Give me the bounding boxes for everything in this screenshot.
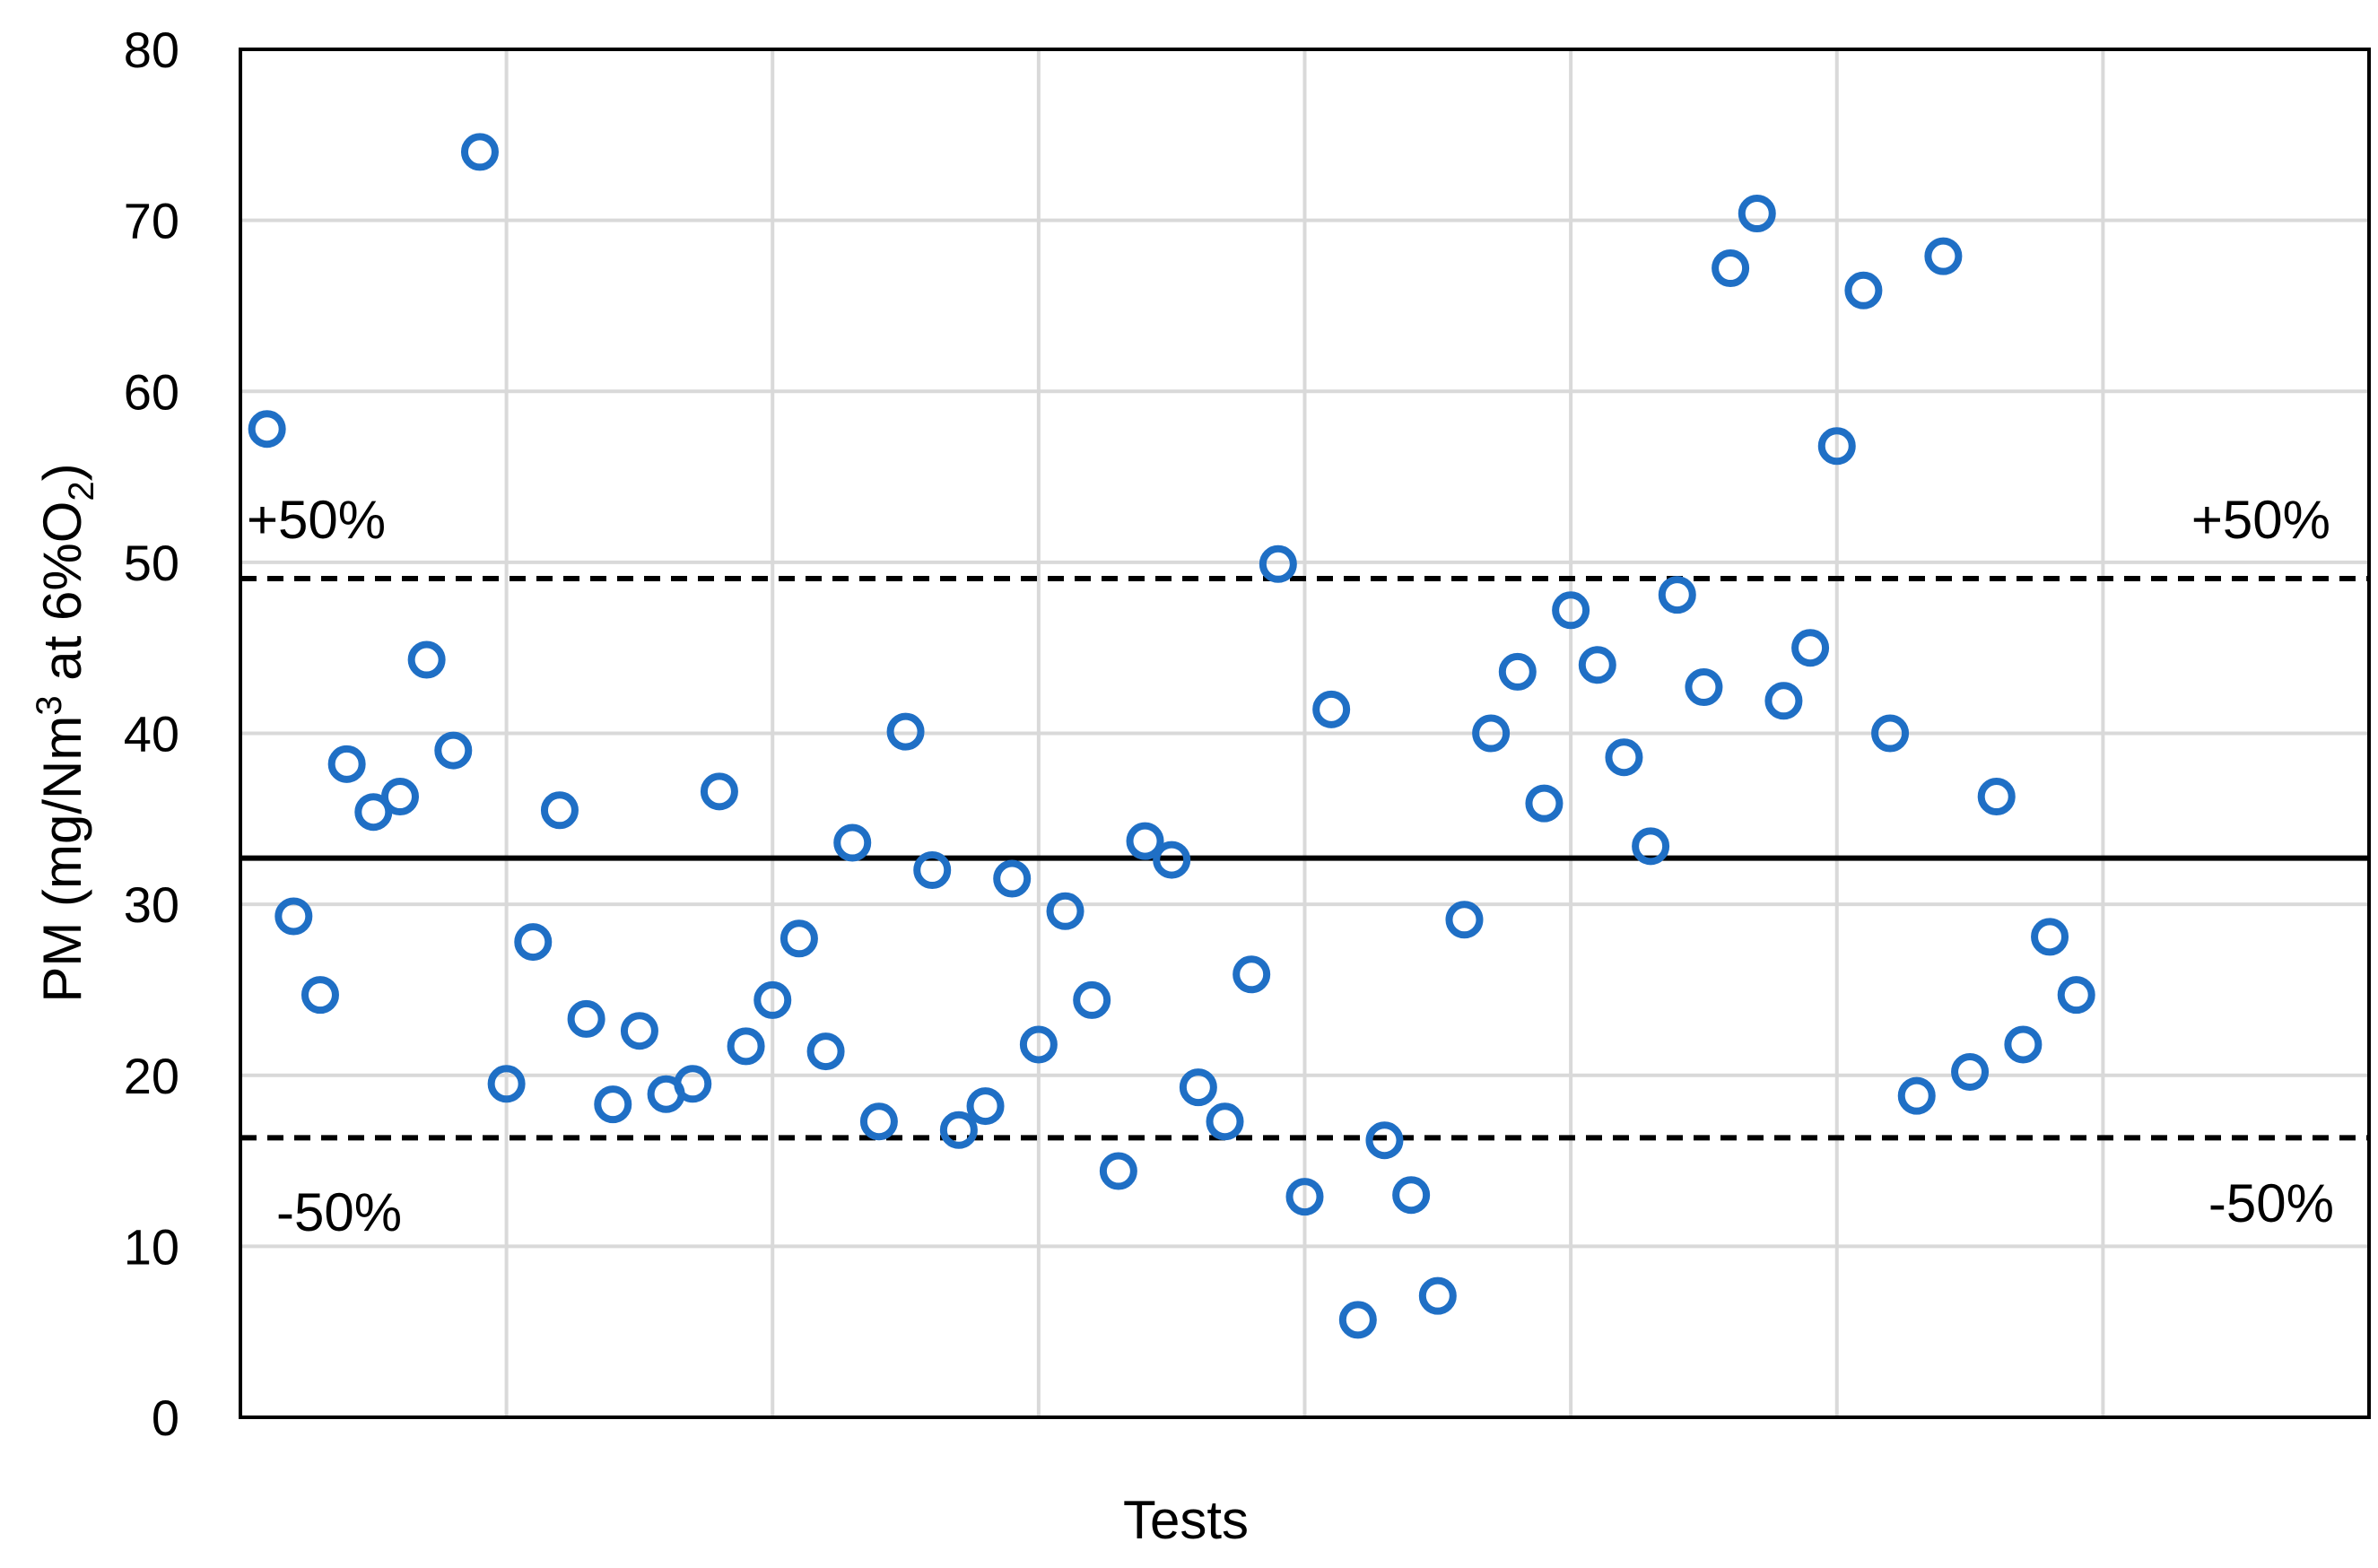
data-point [806,1032,845,1071]
data-point [620,1012,658,1050]
data-point [1817,427,1856,466]
data-point [886,712,925,751]
data-point [966,1087,1005,1126]
data-point [594,1085,632,1124]
y-tick-label: 20 [124,1048,179,1104]
data-points [248,133,2095,1339]
data-point [354,793,393,832]
data-point [2004,1025,2043,1064]
data-point [1285,1178,1324,1216]
y-tick-label: 0 [152,1389,179,1446]
data-point [1472,714,1511,753]
data-point [487,1065,526,1103]
data-point [674,1065,712,1103]
data-point [939,1111,978,1149]
y-tick-label: 50 [124,535,179,591]
data-point [540,791,579,830]
data-point [1046,892,1084,930]
y-tick-labels: 0 10 20 30 40 50 60 70 80 [124,22,179,1446]
data-point [1791,629,1830,667]
data-point [274,897,313,936]
data-point [1073,980,1111,1019]
data-point [1445,901,1484,939]
y-tick-label: 10 [124,1218,179,1275]
data-point [567,999,605,1038]
y-tick-label: 60 [124,363,179,420]
data-point [2031,918,2069,956]
upper-band-label-left: +50% [247,490,386,550]
data-point [1951,1052,1990,1091]
y-tick-label: 80 [124,22,179,78]
data-point [1605,738,1643,777]
data-point [1418,1276,1457,1315]
y-tick-label: 40 [124,706,179,762]
y-tick-label: 30 [124,876,179,933]
data-point [1233,955,1271,994]
data-point [1658,576,1696,614]
data-point [993,859,1032,898]
data-point [1179,1068,1217,1107]
data-point [1844,271,1883,309]
data-point [1312,690,1351,728]
y-tick-label: 70 [124,193,179,249]
plot-frame [239,48,2371,1419]
data-point [1365,1121,1404,1160]
data-point [434,731,473,770]
data-point [1924,237,1963,275]
data-point [1738,195,1776,232]
data-point [753,980,792,1019]
data-point [1552,591,1590,630]
data-point [700,772,738,811]
data-point [1871,714,1910,753]
y-axis-title: PM (mg/Nm3 at 6%O2) [30,463,101,1002]
data-point [913,851,952,889]
data-point [1338,1301,1377,1339]
data-point [1632,827,1670,866]
data-point [407,640,446,679]
grid-lines [240,49,2369,1417]
x-axis-title: Tests [1123,1490,1249,1550]
data-point [1019,1025,1058,1064]
data-point [1977,778,2016,816]
data-point [514,923,553,962]
data-point [2057,976,2095,1015]
upper-band-label-right: +50% [2191,490,2330,550]
data-point [1153,841,1191,879]
data-point [460,133,499,171]
data-point [1392,1176,1431,1215]
data-point [248,410,286,449]
data-point [727,1027,765,1066]
data-point [833,823,872,862]
reference-lines [240,575,2369,1141]
data-point [327,745,366,783]
data-point [1578,646,1616,684]
data-point [1126,822,1164,860]
data-point [780,919,818,958]
data-point [1206,1102,1244,1141]
data-point [380,778,419,816]
data-point [1897,1076,1936,1115]
data-point [1498,652,1537,691]
data-point [1712,249,1750,287]
data-point [1685,668,1723,707]
data-point [1764,682,1803,720]
data-point [1259,544,1297,583]
data-point [859,1102,898,1141]
lower-band-label-right: -50% [2208,1173,2334,1233]
data-point [1099,1152,1137,1190]
data-point [1525,784,1564,823]
lower-band-label-left: -50% [276,1182,402,1242]
data-point [301,976,339,1015]
